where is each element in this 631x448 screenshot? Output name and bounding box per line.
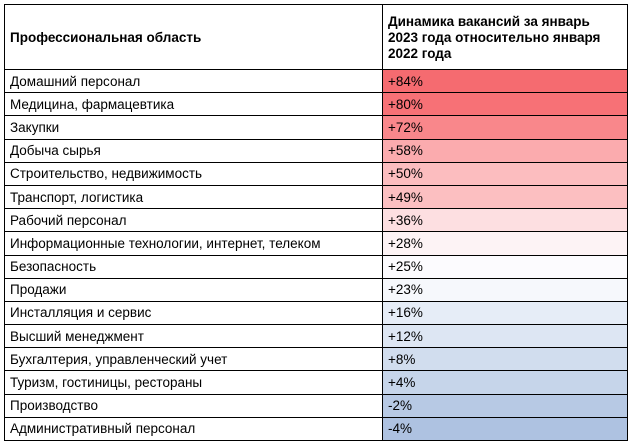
change-cell: +50% bbox=[382, 161, 628, 186]
table-row: Домашний персонал +84% bbox=[4, 68, 628, 94]
change-cell: +8% bbox=[382, 347, 628, 372]
area-cell: Транспорт, логистика bbox=[4, 184, 383, 210]
area-cell: Продажи bbox=[4, 277, 383, 302]
area-cell: Строительство, недвижимость bbox=[4, 161, 383, 186]
change-cell: +72% bbox=[382, 115, 628, 140]
area-cell: Высший менеджмент bbox=[4, 324, 383, 349]
change-cell: +49% bbox=[382, 184, 628, 210]
change-cell: +28% bbox=[382, 231, 628, 256]
area-cell: Домашний персонал bbox=[4, 68, 383, 94]
area-cell: Информационные технологии, интернет, тел… bbox=[4, 231, 383, 256]
table-row: Информационные технологии, интернет, тел… bbox=[4, 231, 628, 256]
area-cell: Инсталляция и сервис bbox=[4, 300, 383, 326]
table-body: Домашний персонал +84% Медицина, фармацевт… bbox=[4, 68, 628, 442]
area-cell: Безопасность bbox=[4, 254, 383, 279]
table-row: Туризм, гостиницы, рестораны +4% bbox=[4, 370, 628, 395]
table-row: Медицина, фармацевтика +80% bbox=[4, 92, 628, 117]
change-cell: +84% bbox=[382, 68, 628, 94]
table-row: Строительство, недвижимость +50% bbox=[4, 161, 628, 186]
change-cell: +58% bbox=[382, 138, 628, 163]
change-cell: +80% bbox=[382, 92, 628, 117]
change-cell: +23% bbox=[382, 277, 628, 302]
table-row: Транспорт, логистика +49% bbox=[4, 184, 628, 210]
area-cell: Медицина, фармацевтика bbox=[4, 92, 383, 117]
table-row: Безопасность +25% bbox=[4, 254, 628, 279]
change-cell: +25% bbox=[382, 254, 628, 279]
table-row: Рабочий персонал +36% bbox=[4, 208, 628, 233]
area-cell: Туризм, гостиницы, рестораны bbox=[4, 370, 383, 395]
table-row: Продажи +23% bbox=[4, 277, 628, 302]
table-row: Административный персонал -4% bbox=[4, 416, 628, 442]
change-cell: -4% bbox=[382, 416, 628, 442]
area-cell: Бухгалтерия, управленческий учет bbox=[4, 347, 383, 372]
header-change: Динамика вакансий за январь 2023 года от… bbox=[382, 4, 628, 70]
area-cell: Рабочий персонал bbox=[4, 208, 383, 233]
table-row: Добыча сырья +58% bbox=[4, 138, 628, 163]
vacancy-dynamics-table: Профессиональная область Динамика ваканс… bbox=[4, 4, 628, 442]
table-row: Закупки +72% bbox=[4, 115, 628, 140]
header-row: Профессиональная область Динамика ваканс… bbox=[4, 4, 628, 70]
change-cell: +12% bbox=[382, 324, 628, 349]
table-row: Инсталляция и сервис +16% bbox=[4, 300, 628, 326]
table-row: Бухгалтерия, управленческий учет +8% bbox=[4, 347, 628, 372]
change-cell: -2% bbox=[382, 393, 628, 418]
area-cell: Закупки bbox=[4, 115, 383, 140]
area-cell: Производство bbox=[4, 393, 383, 418]
table-row: Производство -2% bbox=[4, 393, 628, 418]
header-area: Профессиональная область bbox=[4, 4, 383, 70]
change-cell: +16% bbox=[382, 300, 628, 326]
change-cell: +4% bbox=[382, 370, 628, 395]
area-cell: Административный персонал bbox=[4, 416, 383, 442]
table-row: Высший менеджмент +12% bbox=[4, 324, 628, 349]
area-cell: Добыча сырья bbox=[4, 138, 383, 163]
change-cell: +36% bbox=[382, 208, 628, 233]
